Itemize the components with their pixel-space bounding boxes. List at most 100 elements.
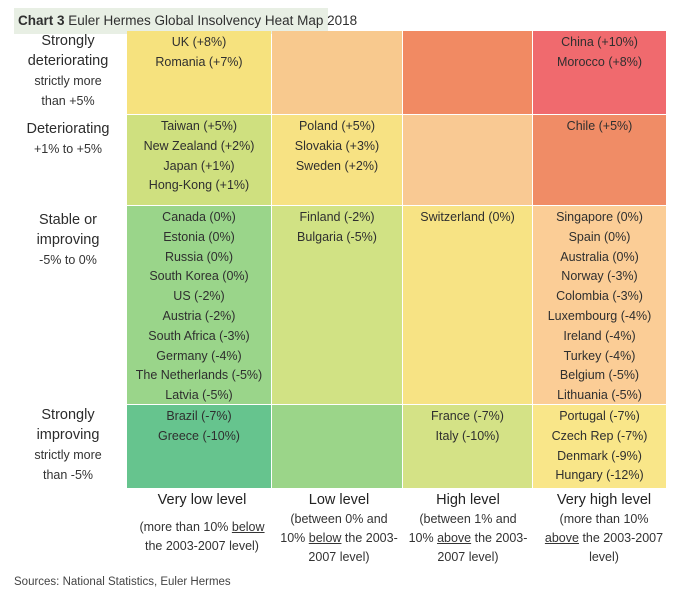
- country-label: Sweden (+2%): [295, 158, 379, 173]
- country-label: Spain (0%): [568, 229, 631, 244]
- cell-items: Chile (+5%): [533, 115, 666, 137]
- cell-items: Canada (0%) Estonia (0%) Russia (0%) South …: [127, 206, 271, 406]
- cell-items: [403, 31, 532, 33]
- row-label-sub: +1% to +5%: [33, 142, 103, 156]
- country-label: New Zealand (+2%): [143, 138, 255, 153]
- country-label: Lithuania (-5%): [557, 388, 642, 403]
- country-label: France (-7%): [431, 409, 504, 423]
- row-label-sub: than -5%: [42, 468, 94, 482]
- row-label-main: Stable or improving: [36, 212, 100, 248]
- heatmap-cell: Poland (+5%) Slovakia (+3%) Sweden (+2%): [272, 115, 402, 205]
- country-label: Poland (+5%): [298, 119, 376, 133]
- heatmap-cell: Finland (-2%) Bulgaria (-5%): [272, 206, 402, 404]
- column-label-sub: (between 1% and: [419, 512, 517, 526]
- chart-title-prefix: Chart 3: [18, 13, 65, 28]
- heatmap-cell: Singapore (0%) Spain (0%) Australia (0%) No…: [533, 206, 666, 404]
- heatmap-cell: [403, 31, 532, 114]
- country-label: Belgium (-5%): [559, 368, 640, 383]
- cell-items: Singapore (0%) Spain (0%) Australia (0%) No…: [533, 206, 666, 406]
- country-label: Canada (0%): [162, 210, 236, 224]
- row-label: Stable or improving -5% to 0%: [10, 210, 126, 270]
- country-label: Brazil (-7%): [166, 409, 232, 423]
- cell-items: France (-7%) Italy (-10%): [403, 405, 532, 447]
- column-label-main: High level: [436, 492, 500, 508]
- cell-items: Brazil (-7%) Greece (-10%): [127, 405, 271, 447]
- country-label: Germany (-4%): [156, 348, 242, 363]
- country-label: Morocco (+8%): [556, 54, 643, 69]
- country-label: Singapore (0%): [556, 210, 643, 224]
- country-label: Romania (+7%): [155, 54, 243, 69]
- heatmap-cell: [272, 405, 402, 488]
- heatmap-cell: UK (+8%) Romania (+7%): [127, 31, 271, 114]
- row-label: Strongly deteriorating strictly more than +…: [10, 31, 126, 111]
- country-label: Colombia (-3%): [556, 289, 643, 304]
- heatmap-cell: Chile (+5%): [533, 115, 666, 205]
- country-label: Finland (-2%): [299, 210, 375, 224]
- country-label: UK (+8%): [171, 35, 227, 49]
- column-label-sub: (more than 10% below: [139, 520, 265, 534]
- heatmap-cell: [272, 31, 402, 114]
- country-label: Ireland (-4%): [563, 328, 636, 343]
- column-label-sub: (between 0% and: [290, 512, 388, 526]
- column-label-sub: the 2003-2007 level): [145, 539, 259, 553]
- column-label-main: Low level: [308, 492, 370, 508]
- column-label-main: Very high level: [556, 492, 652, 508]
- source-note: Sources: National Statistics, Euler Herm…: [14, 576, 231, 588]
- cell-items: UK (+8%) Romania (+7%): [127, 31, 271, 73]
- row-label-sub: strictly more: [34, 448, 102, 462]
- cell-items: Portugal (-7%) Czech Rep (-7%) Denmark (-9…: [533, 405, 666, 486]
- row-label-main: Deteriorating: [26, 121, 110, 137]
- row-label: Deteriorating +1% to +5%: [10, 119, 126, 159]
- heatmap-cell: [403, 115, 532, 205]
- cell-items: [403, 115, 532, 117]
- cell-items: Switzerland (0%): [403, 206, 532, 228]
- country-label: Estonia (0%): [163, 229, 235, 244]
- column-label-sub: 2007 level): [437, 550, 499, 564]
- country-label: Norway (-3%): [561, 269, 638, 284]
- heatmap-cell: Taiwan (+5%) New Zealand (+2%) Japan (+1%)…: [127, 115, 271, 205]
- country-label: Taiwan (+5%): [160, 119, 238, 133]
- row-label-main: Strongly deteriorating: [27, 33, 109, 69]
- cell-items: Poland (+5%) Slovakia (+3%) Sweden (+2%): [272, 115, 402, 176]
- country-label: Hungary (-12%): [555, 468, 644, 483]
- column-label: Low level (between 0% and 10% below the 20…: [272, 490, 406, 567]
- cell-items: [272, 405, 402, 407]
- country-label: Italy (-10%): [435, 428, 500, 443]
- column-label-sub: 2007 level): [308, 550, 370, 564]
- cell-items: Finland (-2%) Bulgaria (-5%): [272, 206, 402, 248]
- country-label: US (-2%): [173, 289, 225, 304]
- column-label: High level (between 1% and 10% above the 2…: [403, 490, 533, 567]
- country-label: Greece (-10%): [158, 428, 240, 443]
- row-label-sub: strictly more: [34, 74, 102, 88]
- cell-items: China (+10%) Morocco (+8%): [533, 31, 666, 73]
- heatmap-cell: China (+10%) Morocco (+8%): [533, 31, 666, 114]
- country-label: Russia (0%): [164, 249, 234, 264]
- country-label: Switzerland (0%): [420, 210, 515, 224]
- heatmap-cell: Switzerland (0%): [403, 206, 532, 404]
- column-label-sub: (more than 10%: [559, 512, 649, 526]
- country-label: Japan (+1%): [163, 158, 235, 173]
- country-label: Czech Rep (-7%): [551, 428, 648, 443]
- column-label-sub: above the 2003-2007: [544, 531, 664, 545]
- row-label: Strongly improving strictly more than -5%: [10, 405, 126, 485]
- country-label: South Korea (0%): [149, 269, 249, 284]
- country-label: Luxembourg (-4%): [547, 308, 652, 323]
- heatmap-cell: Canada (0%) Estonia (0%) Russia (0%) South …: [127, 206, 271, 404]
- cell-items: [272, 31, 402, 33]
- cell-items: Taiwan (+5%) New Zealand (+2%) Japan (+1%)…: [127, 115, 271, 196]
- country-label: Denmark (-9%): [557, 448, 642, 463]
- row-label-sub: than +5%: [41, 94, 95, 108]
- country-label: Chile (+5%): [566, 119, 633, 133]
- country-label: Austria (-2%): [162, 308, 236, 323]
- row-label-main: Strongly improving: [36, 407, 100, 443]
- country-label: Portugal (-7%): [559, 409, 640, 423]
- column-label: Very high level (more than 10% above the 2…: [533, 490, 675, 567]
- country-label: China (+10%): [561, 35, 638, 49]
- column-label-sub: 10% above the 2003-: [408, 531, 528, 545]
- country-label: Turkey (-4%): [563, 348, 636, 363]
- heatmap-cell: France (-7%) Italy (-10%): [403, 405, 532, 488]
- column-label-sub: level): [589, 550, 619, 564]
- heatmap-cell: Brazil (-7%) Greece (-10%): [127, 405, 271, 488]
- heatmap-cell: Portugal (-7%) Czech Rep (-7%) Denmark (-9…: [533, 405, 666, 488]
- country-label: Australia (0%): [560, 249, 639, 264]
